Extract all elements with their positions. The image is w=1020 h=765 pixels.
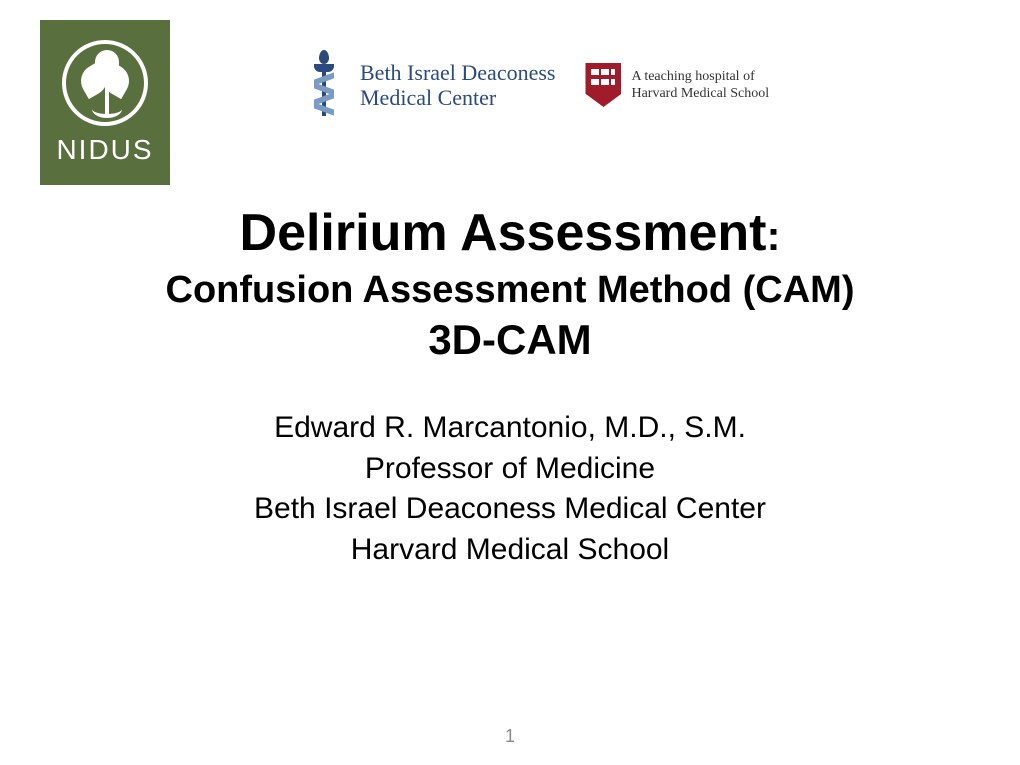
page-number: 1: [0, 726, 1020, 747]
subtitle-line: Confusion Assessment Method (CAM): [0, 269, 1020, 312]
affiliate-logos: Beth Israel Deaconess Medical Center A t…: [300, 50, 769, 120]
title-text: Delirium Assessment: [240, 204, 767, 262]
bidmc-logo: Beth Israel Deaconess Medical Center: [300, 50, 555, 120]
author-role: Professor of Medicine: [0, 449, 1020, 490]
author-affil2: Harvard Medical School: [0, 530, 1020, 571]
bidmc-text: Beth Israel Deaconess Medical Center: [360, 60, 555, 111]
main-title: Delirium Assessment:: [0, 203, 1020, 263]
header-logos-row: NIDUS Beth Israel Deaconess Medical Cent…: [0, 0, 1020, 185]
title-colon: :: [766, 212, 780, 259]
bidmc-line1: Beth Israel Deaconess: [360, 60, 555, 85]
nidus-leaf-icon: [62, 40, 148, 126]
author-affil1: Beth Israel Deaconess Medical Center: [0, 489, 1020, 530]
nidus-logo: NIDUS: [40, 20, 170, 185]
nidus-label: NIDUS: [56, 134, 153, 166]
harvard-shield-icon: [585, 63, 621, 107]
harvard-line1: A teaching hospital of: [631, 68, 769, 86]
author-name: Edward R. Marcantonio, M.D., S.M.: [0, 408, 1020, 449]
title-block: Delirium Assessment: Confusion Assessmen…: [0, 203, 1020, 364]
bidmc-line2: Medical Center: [360, 85, 555, 110]
author-block: Edward R. Marcantonio, M.D., S.M. Profes…: [0, 408, 1020, 570]
harvard-line2: Harvard Medical School: [631, 85, 769, 103]
caduceus-icon: [300, 50, 348, 120]
harvard-text: A teaching hospital of Harvard Medical S…: [631, 68, 769, 103]
subtitle-line2: 3D-CAM: [0, 316, 1020, 364]
harvard-logo: A teaching hospital of Harvard Medical S…: [585, 63, 769, 107]
